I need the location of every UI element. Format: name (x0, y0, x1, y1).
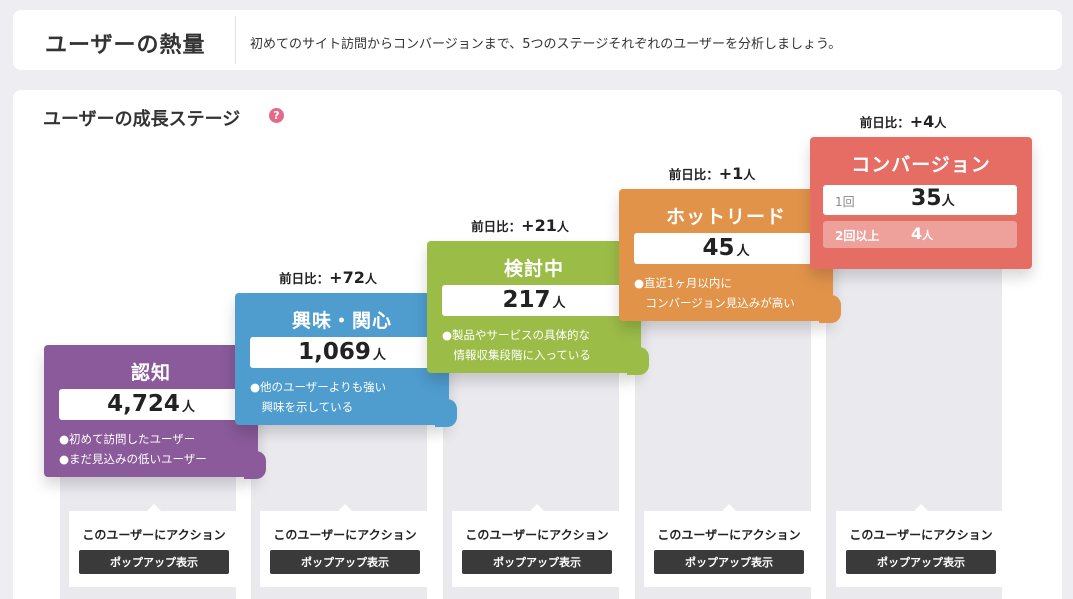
stage-name: 検討中 (503, 258, 564, 280)
action-box-hotlead: このユーザーにアクション ポップアップ表示 (644, 504, 814, 587)
action-box-consideration: このユーザーにアクション ポップアップ表示 (452, 504, 622, 587)
diff-value: +1 (718, 164, 744, 183)
sub-unit: 人 (941, 194, 955, 209)
stage-consideration: 検討中 217 人 ●製品やサービスの具体的な 情報収集段階に入っている (427, 241, 649, 375)
sub-value: 35人 (911, 186, 955, 211)
sub-label: 1回 (835, 195, 855, 209)
action-arrow (338, 504, 352, 511)
diff-label: 前日比： (279, 271, 330, 286)
page-description: 初めてのサイト訪問からコンバージョンまで、5つのステージそれぞれのユーザーを分析… (250, 37, 842, 52)
stage-hotlead: ホットリード 45 人 ●直近1ヶ月以内に コンバージョン見込みが高い (619, 189, 841, 323)
popup-button-hotlead[interactable]: ポップアップ表示 (654, 550, 804, 574)
action-label: このユーザーにアクション (273, 528, 417, 542)
stage-description: ●他のユーザーよりも強い 興味を示している (250, 377, 386, 417)
diff-value: +4 (909, 112, 935, 131)
stage-count: 217 人 (442, 285, 626, 316)
diff-label: 前日比： (859, 115, 910, 130)
page-title: ユーザーの熱量 (45, 33, 206, 58)
count-number: 1,069 (298, 339, 371, 365)
diff-consideration: 前日比：+21人 (432, 216, 608, 235)
conversion-once-row: 1回 35人 (823, 185, 1017, 215)
stage-name: 興味・関心 (291, 310, 392, 332)
stage-count: 4,724 人 (59, 389, 243, 420)
stage-description: ●製品やサービスの具体的な 情報収集段階に入っている (442, 325, 591, 365)
popup-button-interest[interactable]: ポップアップ表示 (270, 550, 420, 574)
stage-tab (244, 451, 266, 479)
sub-value: 4人 (911, 224, 933, 243)
stage-interest: 興味・関心 1,069 人 ●他のユーザーよりも強い 興味を示している (235, 293, 457, 427)
count-number: 4,724 (107, 391, 180, 417)
diff-label: 前日比： (471, 219, 522, 234)
desc-line: ●直近1ヶ月以内に (634, 276, 732, 290)
diff-unit: 人 (364, 272, 377, 286)
diff-interest: 前日比：+72人 (240, 268, 416, 287)
count-unit: 人 (372, 348, 386, 363)
count-number: 45 (702, 235, 735, 261)
stage-tab (819, 295, 841, 323)
stage-awareness: 認知 4,724 人 ●初めて訪問したユーザー ●まだ見込みの低いユーザー (44, 345, 266, 479)
stage-count: 45 人 (634, 233, 818, 264)
diff-label: 前日比： (668, 167, 719, 182)
header-card: ユーザーの熱量 初めてのサイト訪問からコンバージョンまで、5つのステージそれぞれ… (13, 10, 1062, 70)
stage-conversion: コンバージョン 1回 35人 2回以上 4人 (810, 137, 1032, 269)
count-unit: 人 (736, 244, 750, 259)
action-box-interest: このユーザーにアクション ポップアップ表示 (260, 504, 430, 587)
diff-unit: 人 (743, 168, 756, 182)
diff-unit: 人 (556, 220, 569, 234)
action-label: このユーザーにアクション (82, 528, 226, 542)
action-label: このユーザーにアクション (849, 528, 993, 542)
stage-tab (435, 399, 457, 427)
desc-line: ●初めて訪問したユーザー (59, 432, 196, 446)
diff-unit: 人 (934, 116, 947, 130)
conversion-multiple-row: 2回以上 4人 (823, 221, 1017, 248)
action-arrow (147, 504, 161, 511)
action-arrow (914, 504, 928, 511)
desc-line: 興味を示している (250, 400, 354, 414)
action-arrow (722, 504, 736, 511)
diff-conversion: 前日比：+4人 (815, 112, 991, 131)
stage-description: ●初めて訪問したユーザー ●まだ見込みの低いユーザー (59, 429, 207, 469)
desc-line: ●まだ見込みの低いユーザー (59, 452, 207, 466)
section-title: ユーザーの成長ステージ (43, 109, 241, 130)
action-box-conversion: このユーザーにアクション ポップアップ表示 (836, 504, 1006, 587)
diff-hotlead: 前日比：+1人 (624, 164, 800, 183)
action-arrow (530, 504, 544, 511)
header-divider (235, 16, 236, 64)
desc-line: コンバージョン見込みが高い (634, 296, 795, 310)
sub-label: 2回以上 (835, 229, 880, 243)
sub-unit: 人 (922, 229, 934, 242)
stage-tab (627, 347, 649, 375)
action-label: このユーザーにアクション (465, 528, 609, 542)
desc-line: ●他のユーザーよりも強い (250, 380, 387, 394)
help-icon[interactable]: ? (269, 108, 284, 123)
action-label: このユーザーにアクション (657, 528, 801, 542)
diff-value: +72 (329, 268, 365, 287)
count-number: 217 (502, 287, 551, 313)
diff-value: +21 (521, 216, 557, 235)
stage-count: 1,069 人 (250, 337, 434, 368)
desc-line: 情報収集段階に入っている (442, 348, 591, 362)
count-unit: 人 (181, 400, 195, 415)
stage-name: コンバージョン (851, 154, 991, 176)
popup-button-conversion[interactable]: ポップアップ表示 (846, 550, 996, 574)
popup-button-awareness[interactable]: ポップアップ表示 (79, 550, 229, 574)
sub-number: 35 (911, 186, 942, 211)
action-box-awareness: このユーザーにアクション ポップアップ表示 (69, 504, 239, 587)
desc-line: ●製品やサービスの具体的な (442, 328, 591, 342)
stage-name: ホットリード (665, 206, 786, 228)
count-unit: 人 (552, 296, 566, 311)
sub-number: 4 (911, 224, 923, 243)
stage-description: ●直近1ヶ月以内に コンバージョン見込みが高い (634, 273, 795, 313)
popup-button-consideration[interactable]: ポップアップ表示 (462, 550, 612, 574)
stage-name: 認知 (130, 362, 171, 384)
